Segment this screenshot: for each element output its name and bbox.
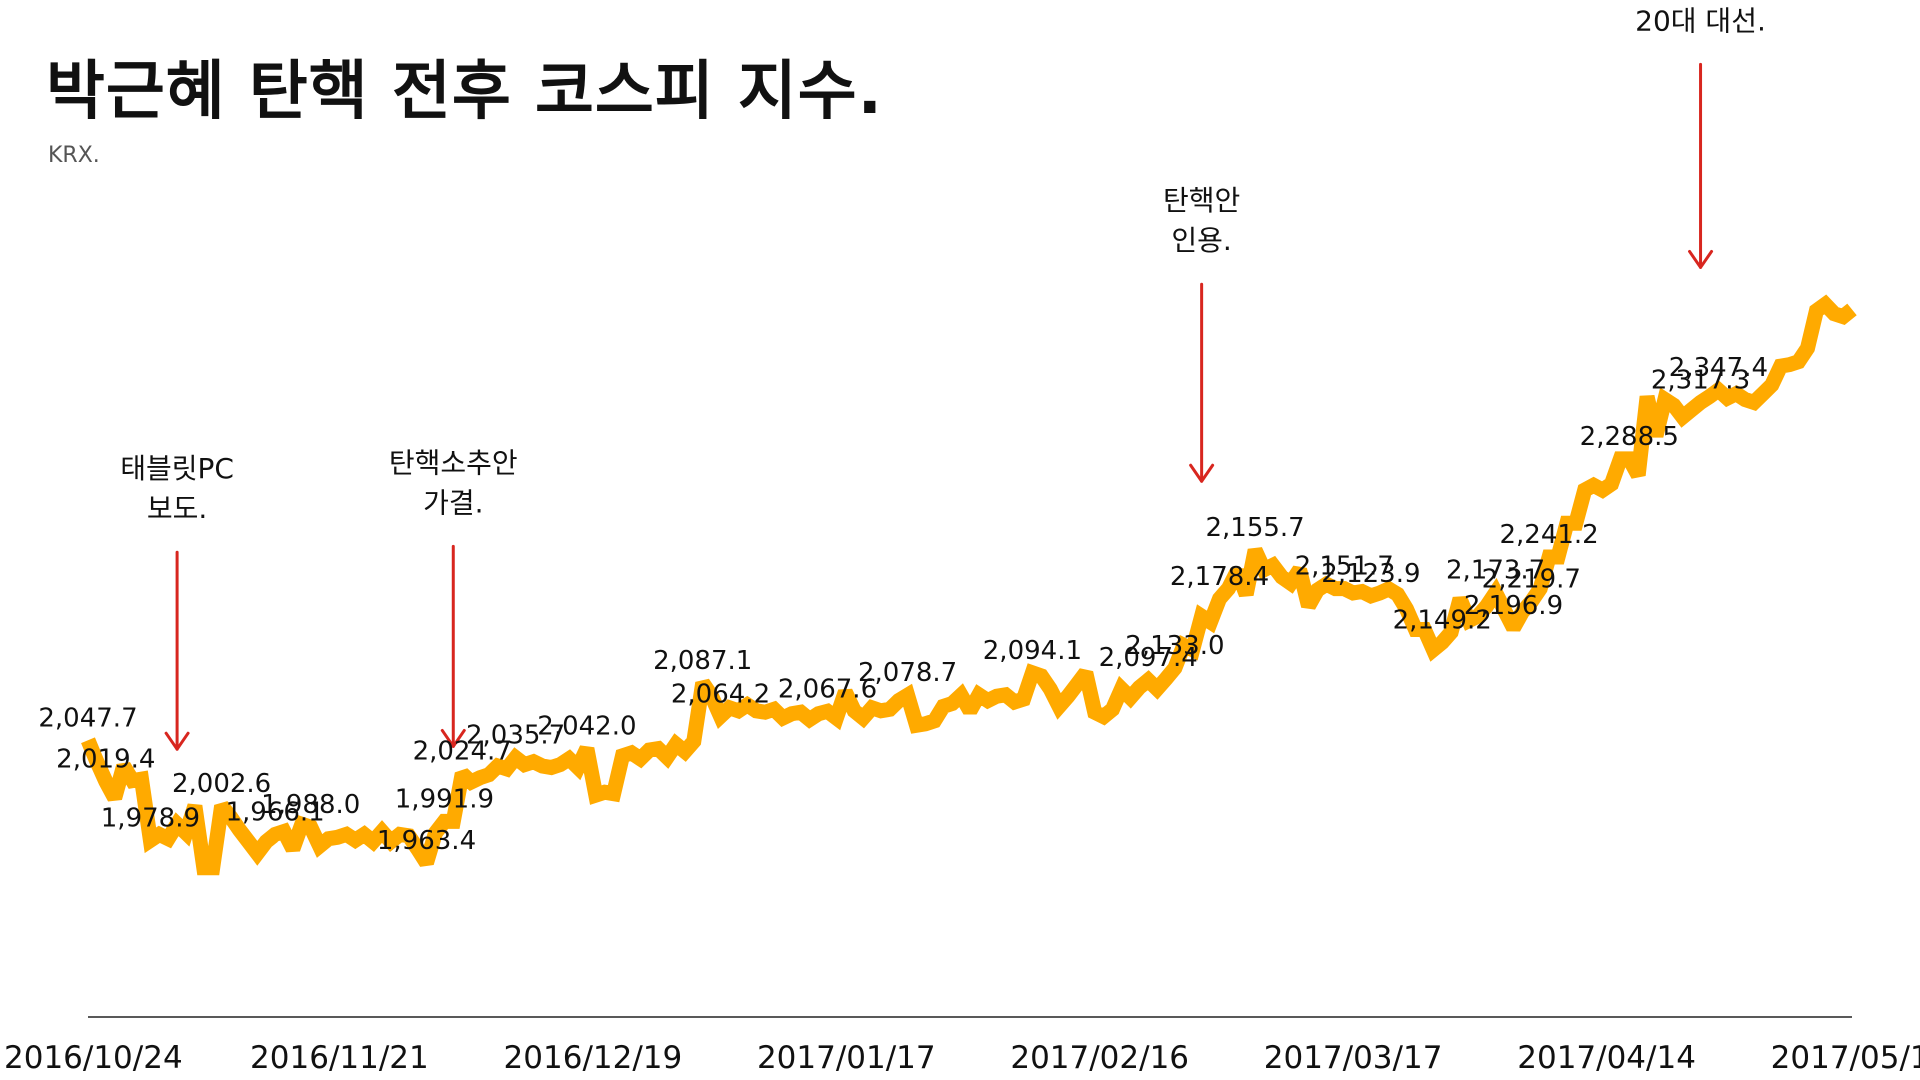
- data-label: 2,173.7: [1446, 556, 1545, 586]
- data-label: 1,978.9: [101, 803, 200, 833]
- annotation-arrow-head: [1688, 249, 1714, 269]
- annotation-text: 인용.: [1171, 224, 1231, 257]
- data-label: 2,317.3: [1651, 365, 1750, 395]
- data-label: 2,155.7: [1205, 513, 1304, 543]
- chart-title: 박근혜 탄핵 전후 코스피 지수.: [46, 55, 883, 129]
- data-label: 2,002.6: [172, 769, 271, 799]
- data-label: 2,094.1: [983, 636, 1082, 666]
- annotation-arrow-head: [1189, 463, 1215, 483]
- annotation-text: 탄핵소추안: [389, 446, 518, 479]
- annotation-text: 태블릿PC: [120, 452, 234, 485]
- data-label: 2,219.7: [1482, 565, 1581, 595]
- annotation-arrow-head: [440, 728, 466, 748]
- data-label: 2,078.7: [858, 658, 957, 688]
- data-label: 2,019.4: [56, 744, 155, 774]
- data-label: 2,347.4: [1669, 353, 1768, 383]
- data-label: 1,988.0: [261, 790, 360, 820]
- annotation-text: 가결.: [423, 486, 483, 519]
- annotation-text: 보도.: [147, 492, 207, 525]
- data-label: 2,288.5: [1580, 422, 1679, 452]
- x-tick-label: 2017/01/17: [757, 1040, 936, 1076]
- x-tick-label: 2016/12/19: [504, 1040, 683, 1076]
- data-label: 2,149.2: [1393, 605, 1492, 635]
- x-tick-label: 2016/10/24: [4, 1040, 183, 1076]
- data-label: 2,241.2: [1499, 520, 1598, 550]
- data-label: 2,151.7: [1295, 552, 1394, 582]
- event-annotation: 태블릿PC 보도.: [120, 452, 234, 751]
- x-axis: 2016/10/24 2016/11/21 2016/12/19 2017/01/17…: [4, 1016, 1920, 1076]
- chart-source: KRX.: [48, 143, 100, 168]
- data-label: 2,067.6: [778, 674, 877, 704]
- x-tick-label: 2017/04/14: [1517, 1040, 1696, 1076]
- data-label: 2,064.2: [671, 679, 770, 709]
- data-label: 1,963.4: [377, 826, 476, 856]
- data-label: 2,087.1: [653, 646, 752, 676]
- data-label: 2,035.7: [466, 721, 565, 751]
- x-tick-label: 2017/03/17: [1264, 1040, 1443, 1076]
- series-layer: [81, 294, 1857, 876]
- data-label: 2,047.7: [38, 703, 137, 733]
- data-label: 2,178.4: [1170, 562, 1269, 592]
- x-tick-label: 2016/11/21: [250, 1040, 429, 1076]
- data-label: 2,133.0: [1125, 631, 1224, 661]
- data-label: 1,991.9: [395, 784, 494, 814]
- data-label-layer: 2,047.7 2,019.4 1,978.9 2,002.61,966.11,988…: [38, 353, 1768, 856]
- x-tick-label: 2017/02/16: [1010, 1040, 1189, 1076]
- data-label: 2,042.0: [537, 712, 636, 742]
- data-label: 2,123.9: [1321, 559, 1420, 589]
- data-label: 2,024.7: [413, 737, 512, 767]
- x-tick-label: 2017/05/18: [1771, 1040, 1920, 1076]
- annotation-text: 20대 대선.: [1635, 4, 1766, 37]
- event-annotation: 20대 대선.: [1635, 4, 1766, 269]
- data-label: 2,097.4: [1099, 643, 1198, 673]
- data-label: 1,966.1: [225, 797, 324, 827]
- kospi-series-line: [81, 294, 1857, 876]
- annotation-arrow-head: [164, 731, 190, 751]
- annotation-text: 탄핵안: [1163, 184, 1240, 217]
- data-label: 2,196.9: [1464, 591, 1563, 621]
